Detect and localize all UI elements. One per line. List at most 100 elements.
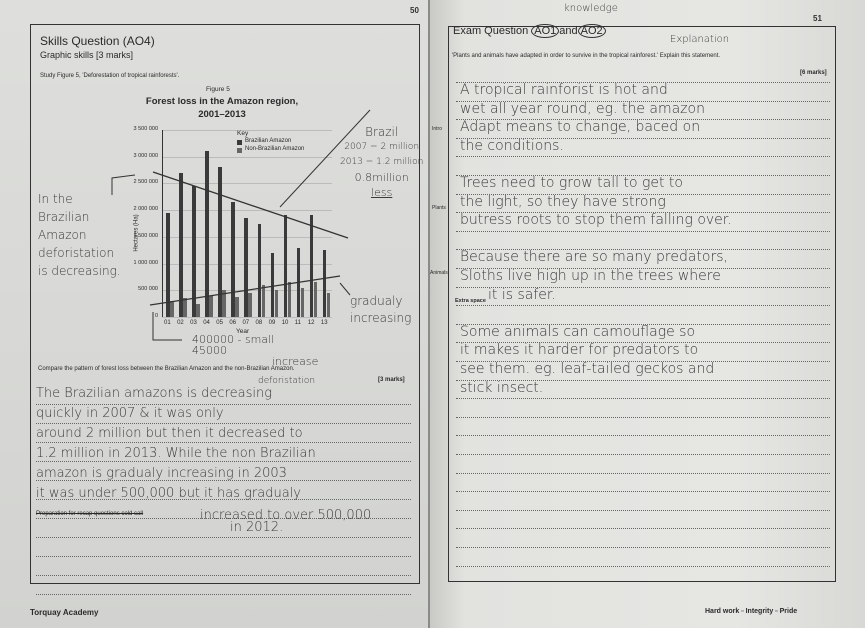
handwritten-answer-line: Some animals can camouflage so xyxy=(460,323,696,340)
gridline xyxy=(162,130,332,131)
footer-school: Torquay Academy xyxy=(30,608,99,617)
legend-label-non-brazilian: Non-Brazilian Amazon xyxy=(245,146,305,152)
left-annotation: In the Brazilian Amazon deforistation is dec… xyxy=(38,192,121,278)
answer-rule xyxy=(456,137,830,139)
answer-rule xyxy=(36,518,411,519)
x-tick-label: 10 xyxy=(281,320,289,326)
answer-rule xyxy=(456,212,830,214)
handwritten-answer-line: 1.2 million in 2013. While the non Brazi… xyxy=(36,446,316,461)
y-tick-label: 2 000 000 xyxy=(133,206,158,213)
handwritten-answer-line: the conditions. xyxy=(460,137,564,154)
margin-intro: Intro xyxy=(432,126,443,132)
bar-brazilian xyxy=(283,215,288,317)
bar-brazilian xyxy=(218,167,222,317)
margin-animals: Animals xyxy=(430,270,448,276)
exam-question-box xyxy=(448,26,836,582)
bar-non-brazilian xyxy=(170,300,174,317)
x-tick-label: 06 xyxy=(229,320,237,326)
legend-label-brazilian: Brazilian Amazon xyxy=(245,138,292,144)
handwritten-answer-line: quickly in 2007 & it was only xyxy=(36,406,224,421)
handwritten-answer-line: A tropical rainforist is hot and xyxy=(460,82,668,98)
marks: [6 marks] xyxy=(800,70,827,76)
answer-rule xyxy=(456,491,830,493)
handwritten-answer-line: in 2012. xyxy=(230,520,284,535)
answer-rule xyxy=(456,82,830,83)
margin-plants: Plants xyxy=(432,205,446,211)
legend-swatch-non-brazilian xyxy=(237,148,242,153)
answer-rule xyxy=(36,404,411,405)
answer-rule xyxy=(36,480,411,481)
bar-non-brazilian xyxy=(326,292,331,317)
bar-non-brazilian xyxy=(261,284,266,317)
bar-non-brazilian xyxy=(287,282,292,317)
gradual-annotation: gradualy increasing xyxy=(350,294,412,325)
answer-rule xyxy=(36,499,411,500)
question-title: Skills Question (AO4) xyxy=(40,34,155,48)
chart-title: Forest loss in the Amazon region, 2001–2… xyxy=(145,96,299,120)
answer-rule xyxy=(456,361,830,362)
answer-rule xyxy=(456,305,830,307)
knowledge-note: knowledge xyxy=(564,3,618,14)
answer-rule xyxy=(456,528,830,530)
x-tick-label: 12 xyxy=(307,320,315,326)
answer-rule xyxy=(456,175,830,176)
handwritten-answer-line: it is safer. xyxy=(488,286,556,303)
x-tick-label: 01 xyxy=(164,320,171,326)
answer-rule xyxy=(456,193,830,195)
gridline xyxy=(162,156,332,158)
handwritten-answer-line: butress roots to stop them falling over. xyxy=(460,212,732,229)
bar-brazilian xyxy=(179,172,183,317)
bar-brazilian xyxy=(244,218,248,317)
gridline xyxy=(162,317,332,318)
gridline xyxy=(162,210,332,212)
explanation-note: Explanation xyxy=(670,34,730,45)
answer-rule xyxy=(456,249,830,251)
bar-non-brazilian xyxy=(235,296,239,317)
handwritten-answer-line: Because there are so many predators, xyxy=(460,249,728,266)
y-tick-label: 3 500 000 xyxy=(133,126,158,132)
bar-brazilian xyxy=(192,186,196,317)
x-tick-label: 08 xyxy=(255,320,263,326)
compare-question: Compare the pattern of forest loss betwe… xyxy=(38,366,295,372)
answer-rule xyxy=(456,286,830,288)
extra-space-label: Extra space xyxy=(455,298,486,304)
handwritten-answer-line: The Brazilian amazons is decreasing xyxy=(36,386,273,401)
y-tick-label: 1 500 000 xyxy=(133,232,158,239)
left-page: 50 Skills Question (AO4) Graphic skills … xyxy=(0,0,428,628)
answer-insert: deforistation xyxy=(258,376,316,386)
bottom-arrow xyxy=(152,312,182,341)
annotation-arrow xyxy=(279,109,371,208)
handwritten-answer-line: stick insect. xyxy=(460,379,544,396)
handwritten-answer-line: Adapt means to change, baced on xyxy=(460,119,701,136)
bar-brazilian xyxy=(205,151,209,317)
handwritten-answer-line: amazon is gradualy increasing in 2003 xyxy=(36,466,287,481)
bar-non-brazilian xyxy=(300,287,305,317)
bar-non-brazilian xyxy=(222,290,226,317)
handwritten-answer-line: the light, so they have strong xyxy=(460,193,666,210)
bar-brazilian xyxy=(166,212,170,317)
handwritten-answer-line: it makes it harder for predators to xyxy=(460,342,699,359)
bar-non-brazilian xyxy=(196,303,200,317)
bar-non-brazilian xyxy=(313,282,318,317)
answer-rule xyxy=(36,442,411,443)
x-tick-label: 13 xyxy=(320,320,328,326)
recap-label: Preparation for recap questions cold cal… xyxy=(36,511,144,517)
x-tick-label: 03 xyxy=(190,320,197,326)
y-tick-label: 3 000 000 xyxy=(133,152,158,159)
handwritten-answer-line: it was under 500,000 but it has gradualy xyxy=(36,486,301,501)
answer-rule xyxy=(456,509,830,511)
answer-rule xyxy=(456,268,830,269)
answer-rule xyxy=(36,556,411,557)
handwritten-answer-line: Sloths live high up in the trees where xyxy=(460,268,721,284)
trend-line-annotations xyxy=(111,109,371,341)
answer-rule xyxy=(456,230,830,232)
answer-rule xyxy=(456,119,830,121)
y-tick-label: 500 000 xyxy=(138,286,158,293)
footer-values: Hard work ▫ Integrity ▫ Pride xyxy=(705,608,798,615)
bottom-annotation: 400000 - small 45000 increase xyxy=(192,333,319,368)
handwritten-answer-line: Trees need to grow tall to get to xyxy=(460,175,683,191)
bar-brazilian xyxy=(322,250,327,317)
legend-swatch-brazilian xyxy=(237,140,242,145)
bar-brazilian xyxy=(270,252,275,317)
answer-rule xyxy=(36,575,411,576)
